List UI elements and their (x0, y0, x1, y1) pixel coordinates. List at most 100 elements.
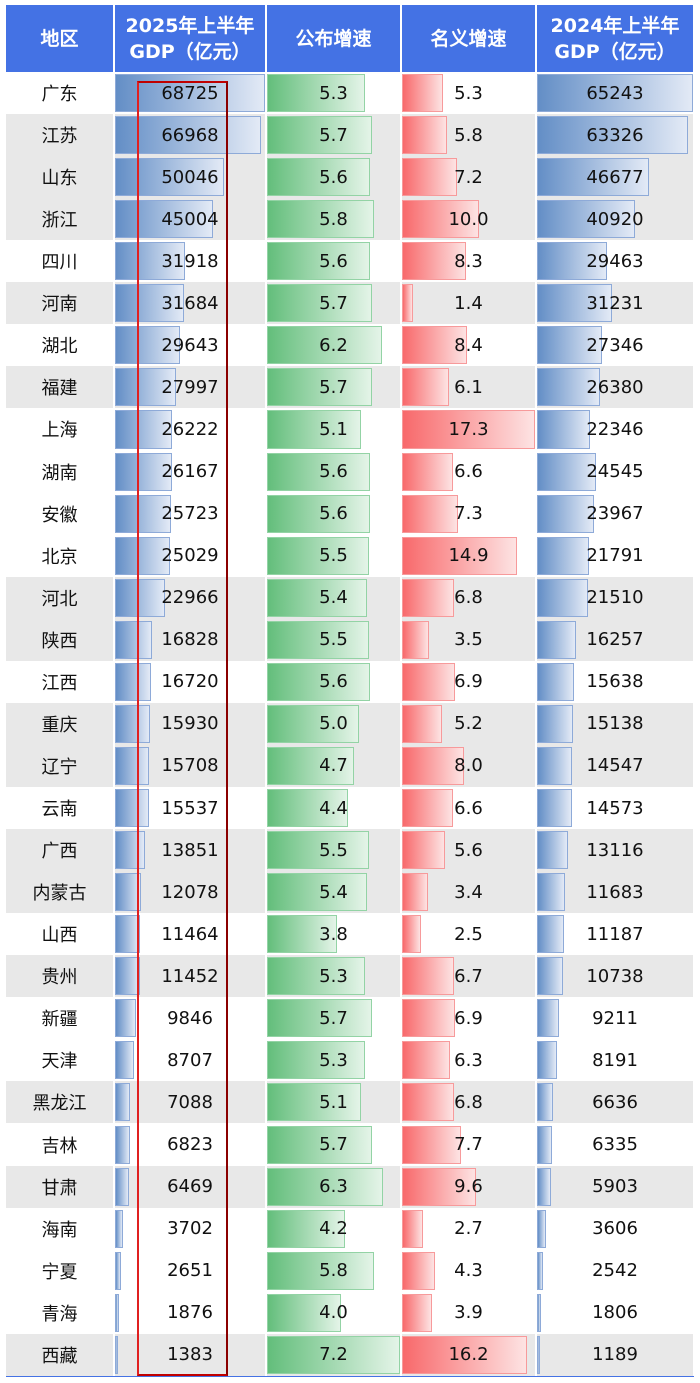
cell-gdp-2024-value: 11187 (586, 923, 644, 945)
cell-nominal-growth: 6.8 (402, 576, 535, 619)
cell-region: 陕西 (6, 618, 113, 661)
cell-nominal-growth: 8.0 (402, 744, 535, 787)
data-bar (402, 789, 453, 828)
cell-published-growth-value: 5.7 (319, 1134, 348, 1156)
data-bar (537, 704, 574, 743)
data-bar (267, 578, 367, 617)
cell-gdp-2024: 15638 (537, 661, 693, 703)
table-row: 吉林 6823 5.7 7.7 6335 (6, 1124, 694, 1166)
cell-nominal-growth-value: 3.4 (454, 881, 483, 903)
data-bar (537, 494, 595, 533)
cell-gdp-2025: 50046 (115, 156, 265, 199)
cell-gdp-2025: 45004 (115, 198, 265, 241)
cell-gdp-2024-value: 11683 (586, 881, 644, 903)
data-bar (267, 74, 365, 113)
cell-published-growth: 5.5 (267, 829, 400, 872)
data-bar (115, 620, 152, 659)
data-bar (267, 873, 367, 912)
data-bar (402, 74, 443, 113)
cell-published-growth: 5.5 (267, 535, 400, 577)
table-row: 四川 31918 5.6 8.3 29463 (6, 240, 694, 282)
data-bar (537, 620, 576, 659)
data-bar (537, 831, 569, 870)
cell-nominal-growth: 6.7 (402, 955, 535, 998)
data-bar (267, 915, 338, 954)
data-bar (402, 242, 466, 281)
cell-nominal-growth-value: 6.8 (454, 587, 483, 609)
cell-region: 江西 (6, 661, 113, 703)
cell-gdp-2025: 25723 (115, 493, 265, 535)
data-bar (267, 368, 373, 407)
cell-region-value: 青海 (41, 1303, 78, 1325)
cell-gdp-2025: 6469 (115, 1165, 265, 1208)
cell-gdp-2025: 25029 (115, 535, 265, 577)
cell-gdp-2024: 3606 (537, 1208, 693, 1250)
data-bar (267, 200, 375, 239)
data-bar (402, 873, 429, 912)
data-bar (115, 368, 177, 407)
cell-nominal-growth-value: 17.3 (448, 418, 489, 440)
data-bar (115, 957, 140, 996)
data-bar (115, 1251, 121, 1290)
cell-gdp-2024: 10738 (537, 955, 693, 998)
cell-published-growth-value: 5.6 (319, 250, 348, 272)
cell-gdp-2024-value: 22346 (586, 418, 644, 440)
cell-gdp-2025-value: 9846 (167, 1007, 213, 1029)
cell-nominal-growth-value: 5.8 (454, 124, 483, 146)
cell-published-growth: 5.3 (267, 1039, 400, 1081)
data-bar (267, 1293, 341, 1332)
cell-gdp-2025: 66968 (115, 114, 265, 157)
cell-region: 广西 (6, 829, 113, 872)
cell-nominal-growth: 5.3 (402, 72, 535, 114)
cell-nominal-growth-value: 8.4 (454, 334, 483, 356)
cell-published-growth-value: 5.8 (319, 1260, 348, 1282)
data-bar (267, 999, 373, 1038)
cell-gdp-2024-value: 15138 (586, 713, 644, 735)
cell-gdp-2024: 6335 (537, 1124, 693, 1166)
cell-nominal-growth-value: 5.3 (454, 82, 483, 104)
data-bar (537, 1041, 557, 1080)
header-published-growth-label: 公布增速 (295, 27, 372, 50)
data-bar (267, 1251, 375, 1290)
cell-gdp-2024-value: 15638 (586, 671, 644, 693)
data-bar (115, 915, 141, 954)
cell-gdp-2025: 31918 (115, 240, 265, 282)
data-bar (115, 326, 180, 365)
data-bar (115, 789, 149, 828)
cell-nominal-growth: 4.3 (402, 1250, 535, 1292)
cell-gdp-2024: 5903 (537, 1165, 693, 1208)
cell-published-growth-value: 5.6 (319, 166, 348, 188)
data-bar (115, 158, 225, 197)
table-row: 重庆 15930 5.0 5.2 15138 (6, 702, 694, 745)
cell-gdp-2024: 24545 (537, 451, 693, 493)
cell-gdp-2025: 12078 (115, 871, 265, 914)
table-row: 云南 15537 4.4 6.6 14573 (6, 787, 694, 829)
data-bar (402, 494, 459, 533)
table-row: 山东 50046 5.6 7.2 46677 (6, 156, 694, 199)
cell-gdp-2024-value: 3606 (592, 1218, 638, 1240)
cell-published-growth: 5.0 (267, 702, 400, 745)
data-bar (115, 1167, 130, 1206)
cell-published-growth-value: 5.1 (319, 418, 348, 440)
cell-published-growth: 5.5 (267, 618, 400, 661)
cell-published-growth-value: 5.6 (319, 503, 348, 525)
cell-nominal-growth: 6.3 (402, 1039, 535, 1081)
cell-region-value: 广东 (41, 84, 78, 106)
data-bar (402, 1251, 436, 1290)
data-bar (537, 284, 612, 323)
cell-published-growth: 5.7 (267, 366, 400, 409)
cell-nominal-growth: 6.9 (402, 997, 535, 1039)
cell-gdp-2024-value: 14547 (586, 755, 644, 777)
cell-nominal-growth-value: 8.0 (454, 755, 483, 777)
data-bar (402, 620, 429, 659)
data-bar (402, 578, 455, 617)
cell-published-growth: 5.6 (267, 240, 400, 282)
cell-nominal-growth-value: 6.9 (454, 1007, 483, 1029)
cell-region-value: 安徽 (41, 504, 78, 526)
cell-gdp-2025-value: 7088 (167, 1091, 213, 1113)
data-bar (267, 1083, 362, 1122)
data-bar (537, 1209, 546, 1248)
data-bar (537, 1125, 553, 1164)
data-bar (402, 452, 453, 491)
data-bar (402, 1293, 432, 1332)
